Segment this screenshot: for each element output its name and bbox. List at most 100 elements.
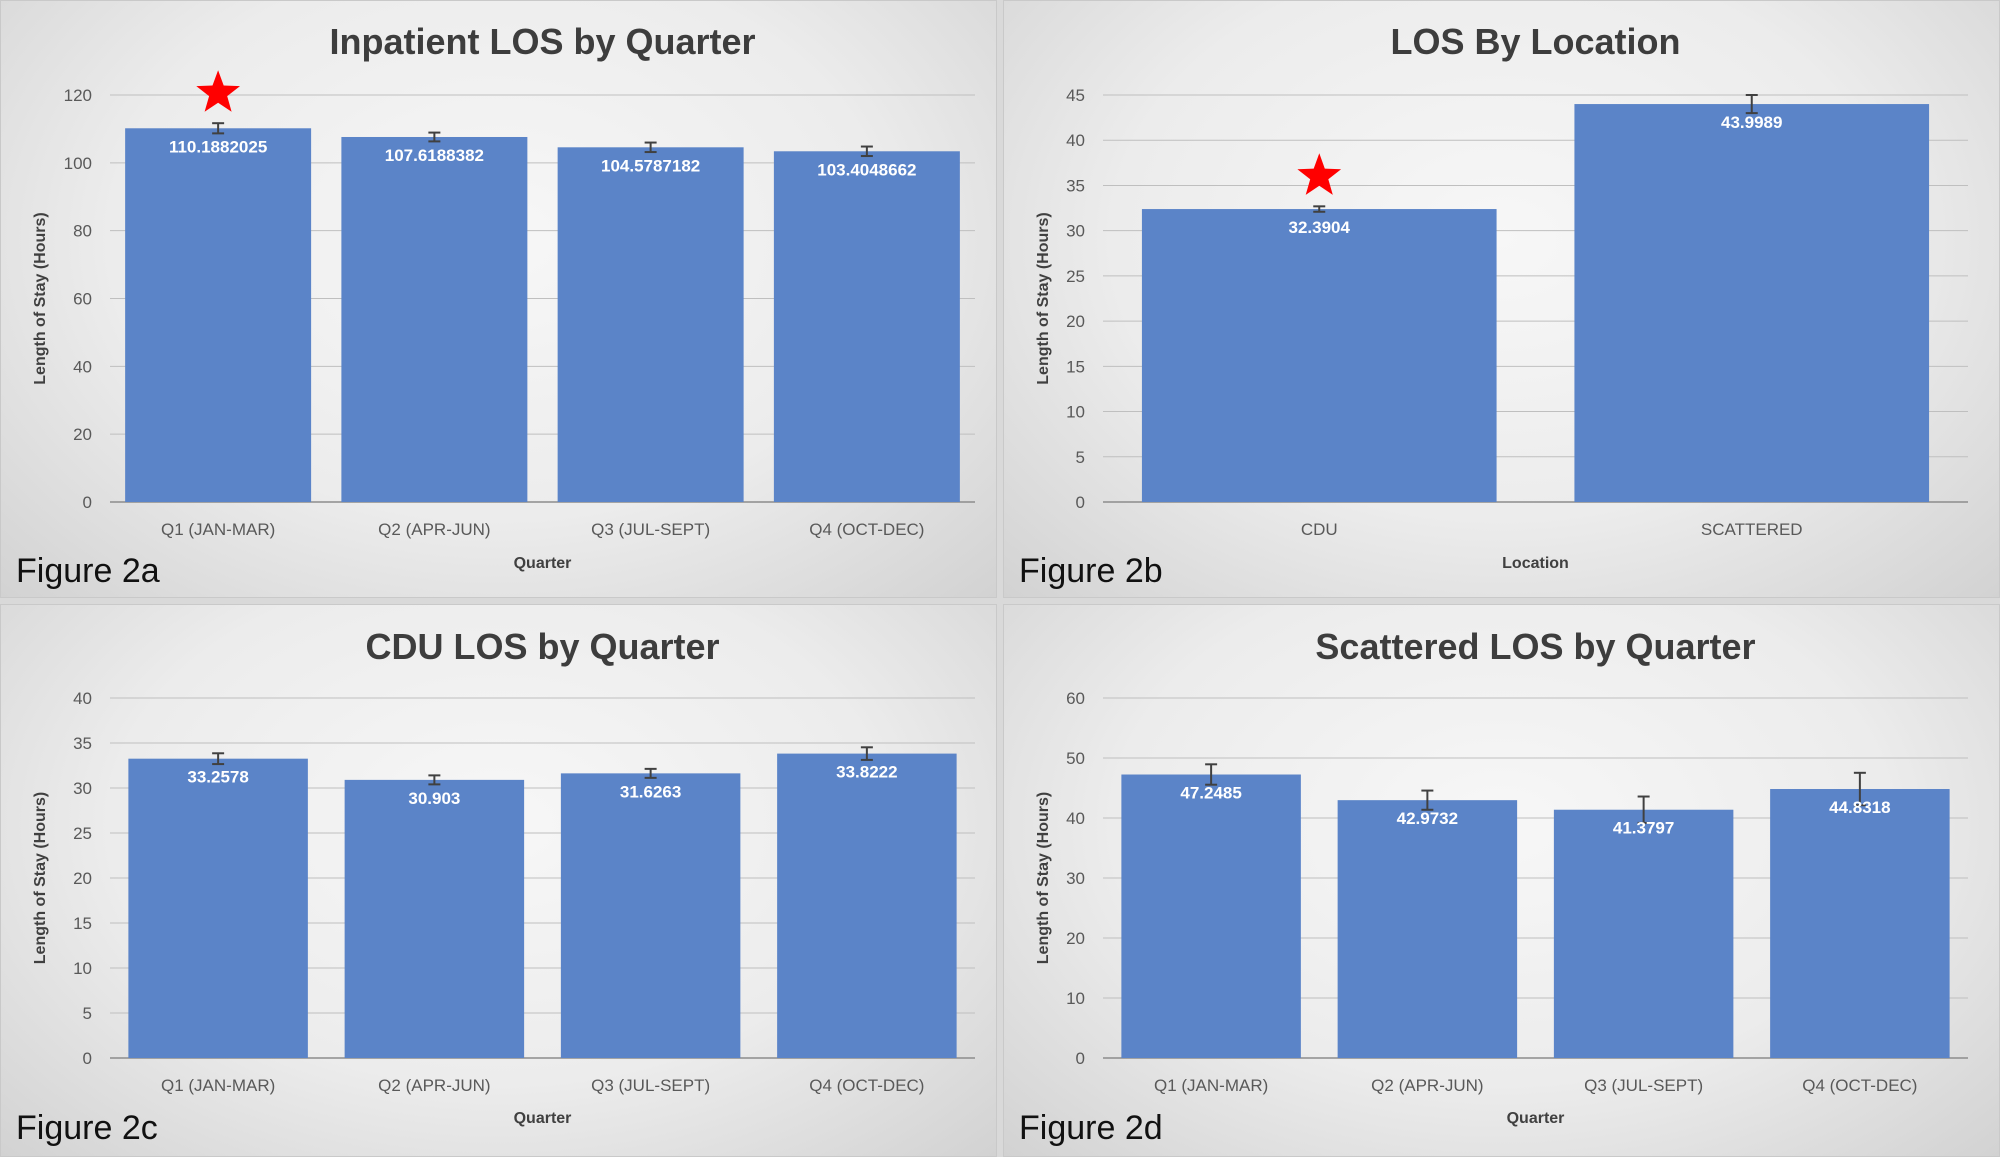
y-tick-label: 20 (73, 425, 92, 444)
x-category-label: Q4 (OCT-DEC) (809, 1076, 924, 1095)
x-category-label: CDU (1301, 520, 1338, 539)
chart-panel-1: Inpatient LOS by Quarter 0 20 40 60 80 100 120 L… (0, 0, 997, 598)
y-tick-label: 40 (73, 357, 92, 376)
y-tick-label: 50 (1066, 749, 1085, 768)
highlight-star-icon (196, 70, 240, 112)
y-tick-label: 100 (64, 154, 92, 173)
y-tick-label: 30 (1066, 869, 1085, 888)
x-category-label: Q1 (JAN-MAR) (1154, 1076, 1268, 1095)
x-category-label: Q4 (OCT-DEC) (1802, 1076, 1917, 1095)
chart-panel-3: CDU LOS by Quarter 0 5 10 15 20 25 30 35 40 Length… (0, 604, 997, 1157)
x-axis-title: Location (1502, 555, 1569, 572)
bar-chart: CDU LOS by Quarter 0 5 10 15 20 25 30 35 40 Length… (16, 626, 975, 1147)
bar (125, 128, 312, 502)
y-tick-label: 10 (1066, 989, 1085, 1008)
y-tick-label: 40 (1066, 809, 1085, 828)
bar (1574, 104, 1930, 503)
data-label: 43.9989 (1721, 113, 1782, 132)
x-category-label: SCATTERED (1701, 520, 1803, 539)
figure-label: Figure 2d (1019, 1109, 1163, 1147)
x-category-label: Q2 (APR-JUN) (378, 1076, 490, 1095)
figure-label: Figure 2c (16, 1109, 158, 1147)
bar (341, 136, 528, 502)
bar (344, 779, 525, 1058)
y-tick-label: 40 (1066, 131, 1085, 150)
data-label: 32.3904 (1289, 218, 1351, 237)
y-tick-label: 20 (1066, 929, 1085, 948)
y-tick-label: 5 (83, 1004, 92, 1023)
x-category-label: Q3 (JUL-SEPT) (1584, 1076, 1703, 1095)
chart-panel-2: LOS By Location 0 5 10 15 20 25 30 35 40 45 Length … (1003, 0, 2000, 598)
y-tick-label: 0 (83, 493, 92, 512)
y-tick-label: 35 (1066, 176, 1085, 195)
chart-title: LOS By Location (1390, 21, 1680, 62)
y-tick-label: 0 (83, 1049, 92, 1068)
y-tick-label: 60 (1066, 689, 1085, 708)
bar (557, 147, 744, 503)
data-label: 110.1882025 (169, 137, 267, 156)
y-axis-title: Length of Stay (Hours) (32, 792, 49, 964)
data-label: 33.2578 (187, 768, 248, 787)
data-label: 47.2485 (1180, 784, 1241, 803)
x-axis-title: Quarter (514, 1110, 572, 1127)
bar (560, 773, 741, 1058)
data-label: 44.8318 (1829, 798, 1890, 817)
y-tick-label: 20 (73, 869, 92, 888)
y-tick-label: 20 (1066, 312, 1085, 331)
figure-label: Figure 2b (1019, 552, 1163, 590)
x-category-label: Q3 (JUL-SEPT) (591, 1076, 710, 1095)
data-label: 31.6263 (620, 782, 681, 801)
figure-label: Figure 2a (16, 552, 160, 590)
y-tick-label: 10 (1066, 403, 1085, 422)
y-tick-label: 30 (73, 779, 92, 798)
chart-title: Inpatient LOS by Quarter (329, 21, 755, 62)
y-tick-label: 120 (64, 86, 92, 105)
y-tick-label: 10 (73, 959, 92, 978)
highlight-star-icon (1297, 153, 1342, 195)
bar (1121, 774, 1301, 1058)
data-label: 104.5787182 (601, 156, 700, 175)
x-axis-title: Quarter (1507, 1110, 1565, 1127)
data-label: 42.9732 (1397, 809, 1458, 828)
data-label: 107.6188382 (385, 146, 484, 165)
data-label: 33.8222 (836, 763, 897, 782)
data-label: 103.4048662 (817, 160, 916, 179)
bar (1141, 209, 1497, 503)
y-tick-label: 35 (73, 734, 92, 753)
bar (1553, 809, 1734, 1058)
y-tick-label: 15 (73, 914, 92, 933)
y-tick-label: 80 (73, 222, 92, 241)
x-category-label: Q2 (APR-JUN) (1371, 1076, 1483, 1095)
bar (128, 758, 308, 1058)
y-tick-label: 25 (1066, 267, 1085, 286)
bar (777, 753, 957, 1058)
y-tick-label: 60 (73, 290, 92, 309)
chart-title: CDU LOS by Quarter (365, 626, 719, 667)
x-axis-title: Quarter (514, 555, 572, 572)
y-tick-label: 40 (73, 689, 92, 708)
data-label: 41.3797 (1613, 819, 1674, 838)
x-category-label: Q2 (APR-JUN) (378, 520, 490, 539)
y-tick-label: 0 (1076, 1049, 1085, 1068)
y-tick-label: 0 (1076, 493, 1085, 512)
y-axis-title: Length of Stay (Hours) (32, 212, 49, 384)
y-tick-label: 25 (73, 824, 92, 843)
y-axis-title: Length of Stay (Hours) (1035, 212, 1052, 384)
bar (1337, 800, 1518, 1058)
y-tick-label: 5 (1076, 448, 1085, 467)
bar-chart: LOS By Location 0 5 10 15 20 25 30 35 40 45 Length … (1019, 21, 1968, 590)
x-category-label: Q4 (OCT-DEC) (809, 520, 924, 539)
bar (1770, 789, 1950, 1058)
x-category-label: Q1 (JAN-MAR) (161, 1076, 275, 1095)
data-label: 30.903 (408, 789, 460, 808)
chart-title: Scattered LOS by Quarter (1315, 626, 1755, 667)
bar (773, 151, 960, 502)
x-category-label: Q1 (JAN-MAR) (161, 520, 275, 539)
y-tick-label: 45 (1066, 86, 1085, 105)
y-tick-label: 30 (1066, 222, 1085, 241)
chart-panel-4: Scattered LOS by Quarter 0 10 20 30 40 50 60 Len… (1003, 604, 2000, 1157)
y-axis-title: Length of Stay (Hours) (1035, 792, 1052, 964)
bar-chart: Scattered LOS by Quarter 0 10 20 30 40 50 60 Len… (1019, 626, 1968, 1147)
y-tick-label: 15 (1066, 357, 1085, 376)
